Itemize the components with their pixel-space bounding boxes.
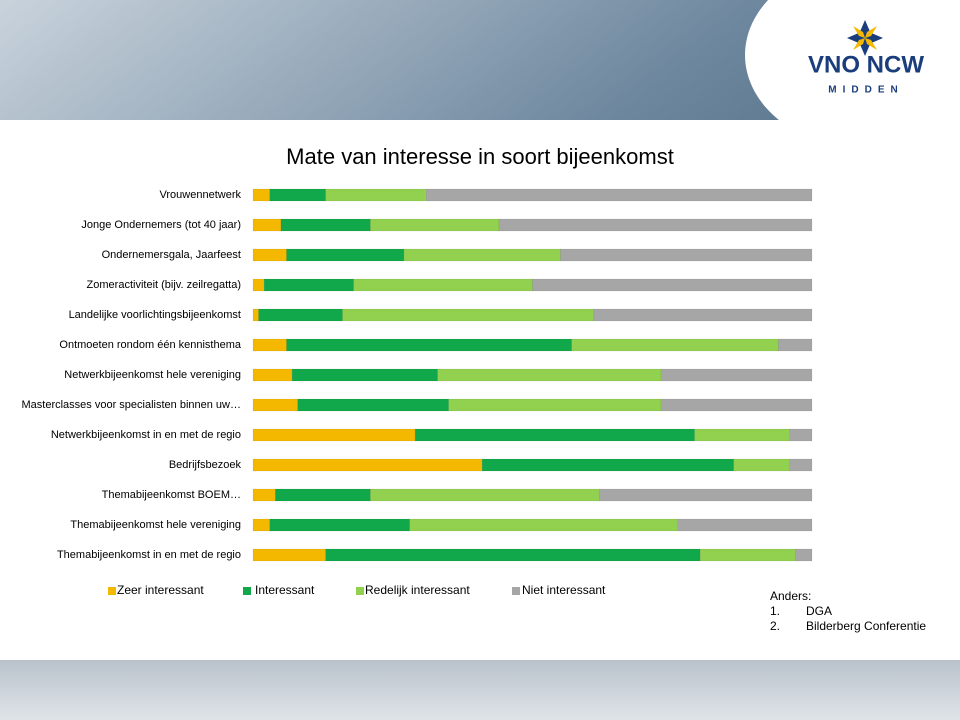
bar-segment — [414, 428, 695, 442]
footer-band — [0, 660, 960, 720]
y-tick-label: Themabijeenkomst BOEM… — [102, 489, 241, 501]
bar-segment — [252, 248, 287, 262]
bar-segment — [286, 248, 405, 262]
bar-segment — [794, 548, 813, 562]
bar-segment — [325, 548, 701, 562]
y-tick-label: Themabijeenkomst in en met de regio — [57, 549, 241, 561]
logo-icon — [847, 20, 883, 56]
bar-segment — [498, 218, 813, 232]
y-tick-label: Zomeractiviteit (bijv. zeilregatta) — [87, 279, 241, 291]
bar-segment — [325, 188, 427, 202]
bar-segment — [660, 368, 813, 382]
legend-swatch — [243, 587, 251, 595]
legend-label: Redelijk interessant — [365, 583, 470, 597]
legend-label: Zeer interessant — [117, 583, 204, 597]
bar-segment — [437, 368, 662, 382]
bar-segment — [258, 308, 343, 322]
y-tick-label: Bedrijfsbezoek — [169, 459, 242, 471]
y-tick-label: Themabijeenkomst hele vereniging — [70, 519, 241, 531]
y-tick-label: Ontmoeten rondom één kennisthema — [59, 339, 241, 351]
bar-segment — [252, 398, 298, 412]
logo-name: VNO NCW — [808, 51, 924, 78]
bar-segment — [370, 488, 600, 502]
bar-segment — [342, 308, 595, 322]
bar-segment — [571, 338, 779, 352]
bar-segment — [269, 188, 326, 202]
y-tick-label: Ondernemersgala, Jaarfeest — [102, 249, 241, 261]
bar-segment — [789, 458, 813, 472]
y-tick-label: Vrouwennetwerk — [159, 189, 241, 201]
bar-segment — [252, 458, 483, 472]
bar-segment — [660, 398, 813, 412]
note-number: 2. — [770, 619, 780, 633]
bar-segment — [252, 308, 259, 322]
note-number: 1. — [770, 604, 780, 618]
bar-segment — [560, 248, 813, 262]
bar-segment — [263, 278, 354, 292]
note-heading: Anders: — [770, 589, 811, 603]
bar-segment — [694, 428, 790, 442]
bar-segment — [297, 398, 449, 412]
bar-segment — [370, 218, 500, 232]
y-tick-label: Netwerkbijeenkomst hele vereniging — [64, 369, 241, 381]
bar-segment — [481, 458, 734, 472]
chart-title: Mate van interesse in soort bijeenkomst — [286, 144, 674, 169]
note-text: DGA — [806, 604, 832, 618]
legend-swatch — [108, 587, 116, 595]
legend-label: Interessant — [255, 583, 315, 597]
legend-label: Niet interessant — [522, 583, 606, 597]
y-tick-label: Jonge Ondernemers (tot 40 jaar) — [81, 219, 241, 231]
bar-segment — [252, 428, 416, 442]
bar-segment — [789, 428, 813, 442]
bar-segment — [677, 518, 813, 532]
bar-segment — [426, 188, 813, 202]
bar-segment — [593, 308, 813, 322]
bar-segment — [353, 278, 533, 292]
bar-segment — [699, 548, 796, 562]
bar-segment — [733, 458, 790, 472]
bar-segment — [286, 338, 572, 352]
bar-segment — [403, 248, 561, 262]
note-text: Bilderberg Conferentie — [806, 619, 926, 633]
bar-segment — [291, 368, 438, 382]
bar-segment — [275, 488, 371, 502]
legend-swatch — [512, 587, 520, 595]
bar-segment — [252, 548, 326, 562]
bar-segment — [409, 518, 679, 532]
y-tick-label: Masterclasses voor specialisten binnen u… — [22, 399, 242, 411]
bar-segment — [269, 518, 410, 532]
logo-region: MIDDEN — [828, 85, 903, 96]
bar-segment — [252, 218, 282, 232]
bar-segment — [252, 518, 271, 532]
legend-swatch — [356, 587, 364, 595]
bar-segment — [778, 338, 813, 352]
bar-segment — [532, 278, 813, 292]
content-panel — [0, 120, 960, 660]
bar-segment — [252, 368, 293, 382]
bar-segment — [280, 218, 371, 232]
bar-segment — [252, 188, 271, 202]
bar-segment — [448, 398, 662, 412]
y-tick-label: Landelijke voorlichtingsbijeenkomst — [69, 309, 241, 321]
bar-segment — [599, 488, 813, 502]
y-tick-label: Netwerkbijeenkomst in en met de regio — [51, 429, 241, 441]
bar-segment — [252, 488, 276, 502]
bar-segment — [252, 278, 265, 292]
bar-segment — [252, 338, 287, 352]
logo-backdrop — [745, 0, 960, 150]
